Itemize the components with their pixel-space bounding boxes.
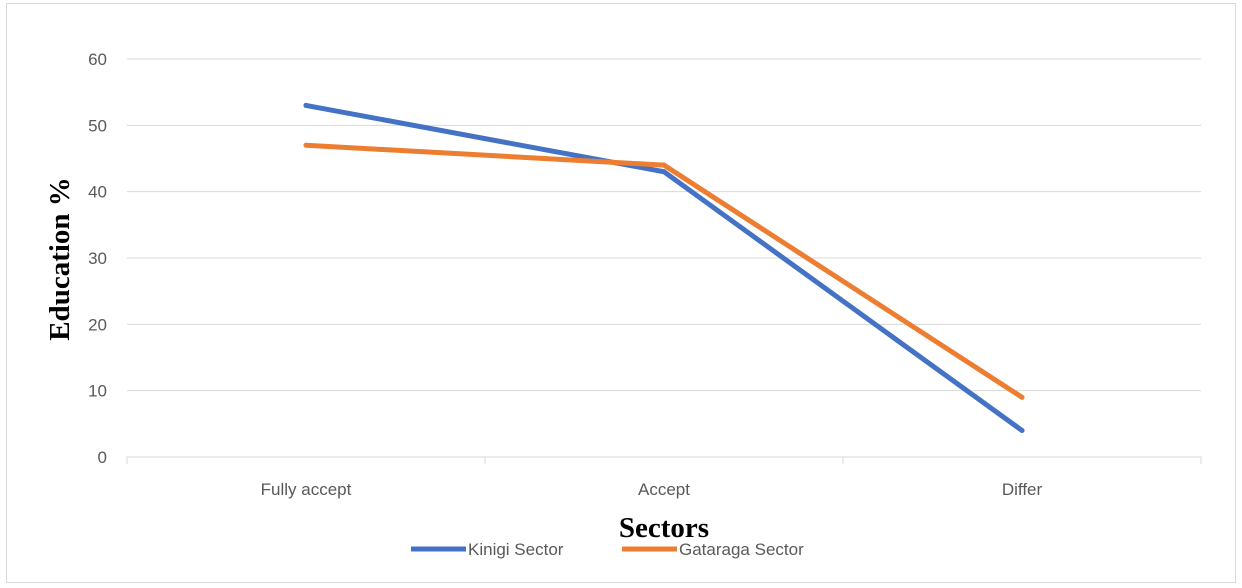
legend: Kinigi Sector Gataraga Sector	[411, 540, 804, 559]
legend-label: Gataraga Sector	[679, 540, 804, 559]
x-tick-label: Fully accept	[261, 480, 352, 499]
x-tick-label: Differ	[1002, 480, 1043, 499]
data-point	[661, 162, 667, 168]
legend-label: Kinigi Sector	[468, 540, 564, 559]
y-tick-label: 20	[88, 315, 107, 334]
y-tick-label: 50	[88, 116, 107, 135]
series-line-1	[303, 142, 1025, 400]
data-point	[1019, 427, 1025, 433]
y-tick-label: 0	[98, 448, 107, 467]
y-tick-label: 60	[88, 50, 107, 69]
y-tick-label: 40	[88, 183, 107, 202]
y-axis-title: Education %	[44, 177, 76, 341]
x-tick-label: Accept	[638, 480, 690, 499]
line-chart: 0 10 20 30 40 50 60 Fully accept Accept Differ E…	[44, 50, 1202, 559]
data-point	[1019, 394, 1025, 400]
data-point	[661, 169, 667, 175]
x-axis-title: Sectors	[619, 512, 709, 544]
series-line-0	[303, 102, 1025, 433]
chart-frame: 0 10 20 30 40 50 60 Fully accept Accept Differ E…	[6, 3, 1236, 583]
y-tick-label: 10	[88, 382, 107, 401]
y-tick-label: 30	[88, 249, 107, 268]
data-point	[303, 142, 309, 148]
data-point	[303, 102, 309, 108]
